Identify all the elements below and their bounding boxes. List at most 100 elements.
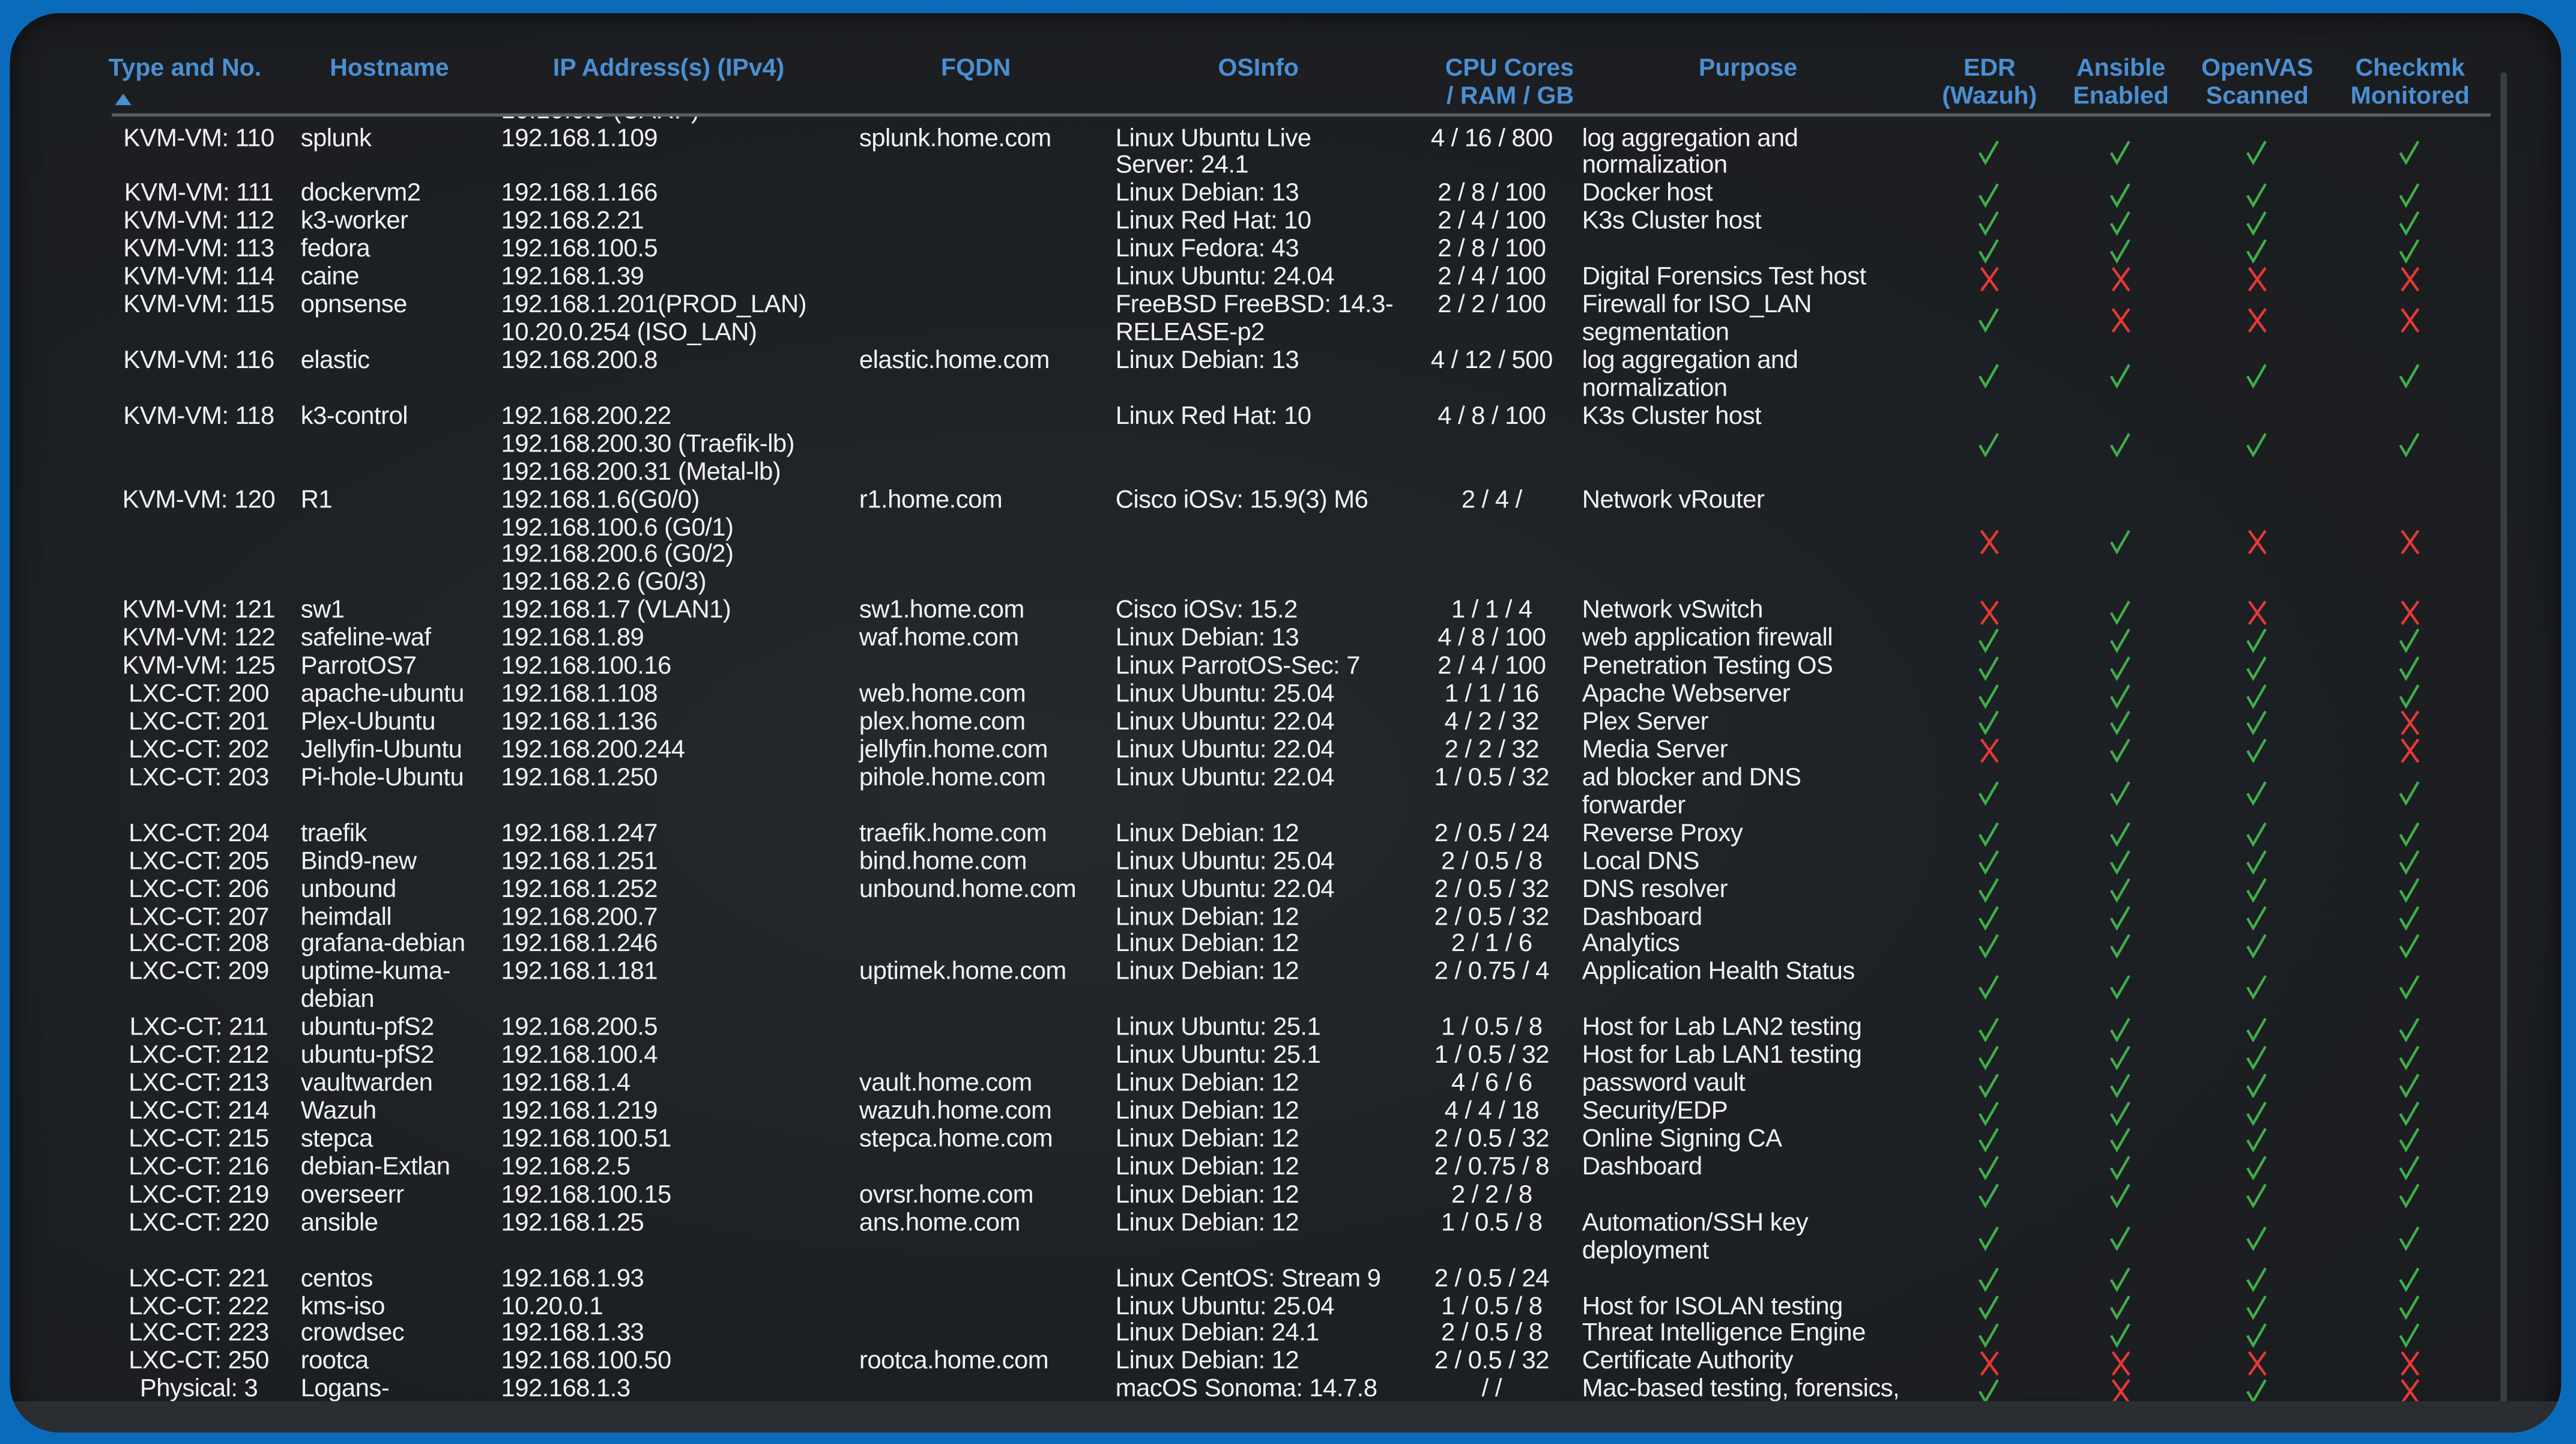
cell-hostname: k3-worker xyxy=(301,208,408,237)
x-icon xyxy=(1976,1350,2003,1377)
cell-purpose: Threat Intelligence Engine xyxy=(1582,1320,1866,1349)
table-row[interactable]: LXC-CT: 221 centos 192.168.1.93 Linux CentO… xyxy=(10,1264,2507,1293)
check-icon xyxy=(2397,1183,2423,1210)
cell-cpu-ram-gb: 4 / 6 / 6 xyxy=(1451,1069,1532,1098)
header-cpu-ram[interactable]: CPU Cores / RAM / GB xyxy=(1409,54,1574,110)
table-row[interactable]: LXC-CT: 207 heimdall 192.168.200.7 Linux De… xyxy=(10,903,2507,932)
cell-osinfo-line: FreeBSD FreeBSD: 14.3- xyxy=(1115,291,1394,319)
check-icon xyxy=(2397,822,2423,848)
cell-type: LXC-CT: 216 xyxy=(128,1153,269,1181)
table-row[interactable]: LXC-CT: 211 ubuntu-pfS2 192.168.200.5 Linux… xyxy=(10,1014,2507,1044)
table-row[interactable]: LXC-CT: 214 Wazuh 192.168.1.219 wazuh.home.… xyxy=(10,1098,2507,1127)
header-edr[interactable]: EDR (Wazuh) xyxy=(1924,54,2055,110)
cell-hostname-line: ubuntu-pfS2 xyxy=(300,1014,435,1042)
cell-ip-line: 192.168.100.5 xyxy=(501,235,658,264)
table-row[interactable]: LXC-CT: 222 kms-iso 10.20.0.1 Linux Ubuntu:… xyxy=(10,1291,2507,1322)
cell-type: LXC-CT: 205 xyxy=(128,847,269,875)
table-row[interactable]: KVM-VM: 115 opnsense 192.168.1.201(PROD_LA… xyxy=(10,291,2507,348)
panel-footer xyxy=(10,1401,2562,1433)
cell-purpose-line: Local DNS xyxy=(1582,847,1700,875)
check-icon xyxy=(2397,974,2423,1001)
cell-cpu-ram-gb: 1 / 0.5 / 8 xyxy=(1441,1014,1543,1042)
cell-hostname-line: debian xyxy=(300,986,375,1015)
table-row[interactable]: LXC-CT: 212 ubuntu-pfS2 192.168.100.4 Linux… xyxy=(10,1042,2507,1071)
cell-cpu-ram-gb: 1 / 0.5 / 8 xyxy=(1441,1291,1543,1320)
cell-ip: 192.168.100.50 xyxy=(501,1348,671,1377)
vertical-scrollbar[interactable] xyxy=(2500,72,2508,1419)
table-row[interactable]: KVM-VM: 113 fedora 192.168.100.5 Linux Fedo… xyxy=(10,235,2507,265)
table-row[interactable]: LXC-CT: 220 ansible 192.168.1.25 ans.home.c… xyxy=(10,1209,2507,1266)
cell-hostname: caine xyxy=(301,263,360,292)
table-row[interactable]: LXC-CT: 208 grafana-debian 192.168.1.246 Li… xyxy=(10,931,2507,960)
check-icon xyxy=(2244,238,2270,264)
header-hostname[interactable]: Hostname xyxy=(330,54,449,82)
check-icon xyxy=(2244,210,2270,236)
header-ip[interactable]: IP Address(s) (IPv4) xyxy=(552,54,785,82)
cell-cpu-ram-gb: 4 / 8 / 100 xyxy=(1438,624,1546,653)
table-row[interactable]: LXC-CT: 202 Jellyfin-Ubuntu 192.168.200.24… xyxy=(10,736,2507,765)
table-row[interactable]: LXC-CT: 201 Plex-Ubuntu 192.168.1.136 plex.… xyxy=(10,708,2507,737)
cell-hostname: Bind9-new xyxy=(301,847,417,877)
check-icon xyxy=(2397,1267,2423,1293)
table-row[interactable]: LXC-CT: 204 traefik 192.168.1.247 traefik.h… xyxy=(10,820,2507,848)
cell-hostname: kms-iso xyxy=(301,1292,385,1322)
sort-ascending-icon[interactable] xyxy=(115,93,132,106)
table-row[interactable]: LXC-CT: 205 Bind9-new 192.168.1.251 bind.ho… xyxy=(10,847,2507,877)
table-row[interactable]: KVM-VM: 120 R1 192.168.1.6(G0/0) 192.168.10… xyxy=(10,485,2507,598)
table-row[interactable]: LXC-CT: 219 overseerr 192.168.100.15 ovrsr.… xyxy=(10,1181,2507,1210)
cell-type: LXC-CT: 211 xyxy=(129,1014,268,1042)
table-row[interactable]: LXC-CT: 215 stepca 192.168.100.51 stepca.ho… xyxy=(10,1125,2507,1155)
check-icon xyxy=(2108,1072,2134,1098)
clipped-ip-text: 10.10.0.0 (CARP) xyxy=(501,116,699,126)
table-row[interactable]: LXC-CT: 216 debian-Extlan 192.168.2.5 Linux… xyxy=(10,1153,2507,1182)
cell-osinfo-line: Linux CentOS: Stream 9 xyxy=(1115,1264,1381,1293)
table-row[interactable]: LXC-CT: 200 apache-ubuntu 192.168.1.108 web… xyxy=(10,680,2507,710)
cell-type: LXC-CT: 220 xyxy=(128,1209,269,1237)
cell-fqdn: web.home.com xyxy=(859,680,1026,708)
table-row[interactable]: KVM-VM: 114 caine 192.168.1.39 Linux Ubuntu… xyxy=(10,263,2507,292)
cell-ip-line: 10.20.0.254 (ISO_LAN) xyxy=(501,318,757,347)
table-row[interactable]: LXC-CT: 223 crowdsec 192.168.1.33 Linux Deb… xyxy=(10,1320,2507,1349)
header-checkmk[interactable]: Checkmk Monitored xyxy=(2328,54,2493,110)
cell-ip: 192.168.2.21 xyxy=(501,208,644,237)
table-row[interactable]: Physical: 3 Logans- 192.168.1.3 macOS Sonom… xyxy=(10,1376,2507,1401)
table-row[interactable]: LXC-CT: 209 uptime-kuma-debian 192.168.1.1… xyxy=(10,958,2507,1016)
table-row[interactable]: LXC-CT: 206 unbound 192.168.1.252 unbound.h… xyxy=(10,875,2507,904)
cell-ip-line: 192.168.1.251 xyxy=(501,847,658,875)
table-row[interactable]: KVM-VM: 110 splunk 192.168.1.109 splunk.hom… xyxy=(10,124,2507,181)
cell-osinfo-line: Linux Debian: 12 xyxy=(1115,1125,1299,1153)
table-row[interactable]: LXC-CT: 250 rootca 192.168.100.50 rootca.ho… xyxy=(10,1348,2507,1377)
table-row[interactable]: KVM-VM: 125 ParrotOS7 192.168.100.16 Linux … xyxy=(10,653,2507,681)
header-fqdn[interactable]: FQDN xyxy=(941,54,1011,82)
check-icon xyxy=(2244,1128,2270,1154)
table-row[interactable]: KVM-VM: 112 k3-worker 192.168.2.21 Linux Re… xyxy=(10,208,2507,237)
check-icon xyxy=(2244,1183,2270,1210)
table-row[interactable]: KVM-VM: 121 sw1 192.168.1.7 (VLAN1) sw1.hom… xyxy=(10,597,2507,626)
cell-hostname: safeline-waf xyxy=(301,625,431,654)
table-row[interactable]: KVM-VM: 118 k3-control 192.168.200.22 192.1… xyxy=(10,402,2507,488)
cell-hostname: Pi-hole-Ubuntu xyxy=(301,764,464,793)
check-icon xyxy=(2244,627,2270,653)
cell-purpose-line: ad blocker and DNS xyxy=(1582,763,1801,792)
header-purpose[interactable]: Purpose xyxy=(1698,54,1798,82)
header-ansible[interactable]: Ansible Enabled xyxy=(2055,54,2187,110)
cell-osinfo: Linux Debian: 12 xyxy=(1116,931,1299,960)
table-row[interactable]: LXC-CT: 213 vaultwarden 192.168.1.4 vault.h… xyxy=(10,1069,2507,1099)
header-type[interactable]: Type and No. xyxy=(108,54,262,82)
header-cpu-line2: / RAM / GB xyxy=(1447,82,1574,110)
header-osinfo[interactable]: OSInfo xyxy=(1218,54,1299,82)
cell-hostname: ParrotOS7 xyxy=(301,653,417,681)
check-icon xyxy=(2108,877,2134,904)
table-row[interactable]: KVM-VM: 111 dockervm2 192.168.1.166 Linux D… xyxy=(10,180,2507,209)
cell-osinfo-line: Cisco iOSv: 15.9(3) M6 xyxy=(1115,485,1368,514)
table-row[interactable]: KVM-VM: 116 elastic 192.168.200.8 elastic.h… xyxy=(10,346,2507,404)
header-openvas[interactable]: OpenVAS Scanned xyxy=(2183,54,2331,110)
check-icon xyxy=(2244,1044,2270,1071)
cell-osinfo: Linux Ubuntu Live Server: 24.1 xyxy=(1116,124,1311,181)
table-row[interactable]: KVM-VM: 122 safeline-waf 192.168.1.89 waf.h… xyxy=(10,624,2507,654)
cell-hostname: overseerr xyxy=(301,1181,404,1210)
cell-purpose-line: log aggregation and xyxy=(1582,346,1798,375)
header-openvas-line1: OpenVAS xyxy=(2201,54,2314,82)
cell-osinfo-line: Linux Fedora: 43 xyxy=(1115,235,1299,264)
table-row[interactable]: LXC-CT: 203 Pi-hole-Ubuntu 192.168.1.250 pi… xyxy=(10,763,2507,821)
